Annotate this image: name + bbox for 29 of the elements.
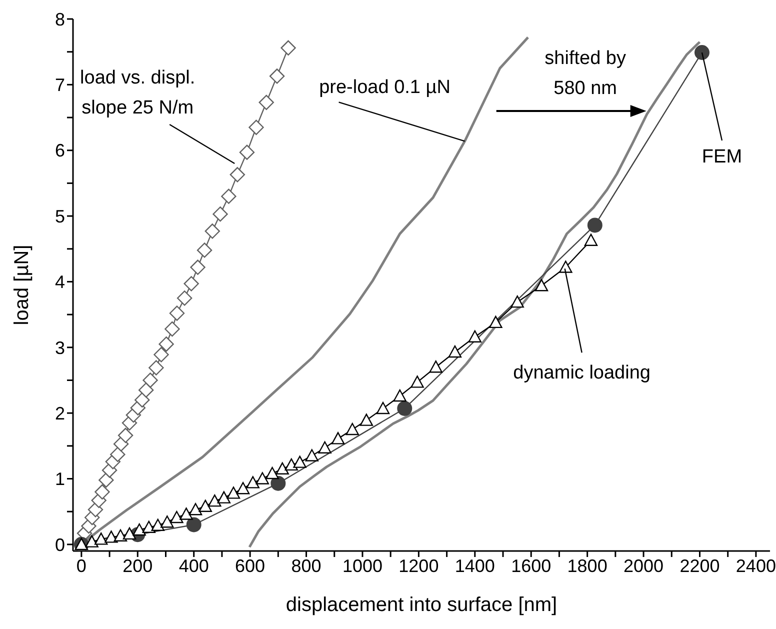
x-tick-label: 1000 (342, 556, 383, 576)
x-tick-label: 1200 (398, 556, 439, 576)
y-axis-title: load [µN] (11, 244, 34, 326)
x-tick-label: 2000 (624, 556, 664, 576)
y-tick-label: 6 (54, 140, 65, 161)
y-tick-label: 1 (54, 469, 65, 490)
annotation: FEM (702, 146, 742, 168)
x-tick-label: 1800 (567, 556, 608, 576)
y-tick-label: 0 (54, 534, 65, 555)
y-tick-label: 4 (54, 272, 65, 292)
x-tick-label: 1400 (454, 556, 495, 576)
y-tick-label: 3 (54, 338, 65, 358)
y-tick-label: 5 (54, 206, 65, 226)
x-tick-label: 800 (291, 556, 322, 576)
x-tick-label: 0 (76, 556, 86, 576)
annotation: shifted by 580 nm (544, 48, 626, 99)
x-tick-label: 2400 (736, 556, 776, 576)
y-tick-label: 2 (54, 403, 65, 424)
y-tick-label: 8 (54, 9, 65, 30)
x-tick-label: 200 (122, 556, 153, 576)
x-tick-label: 600 (235, 556, 266, 576)
y-tick-label: 7 (54, 75, 65, 96)
x-tick-label: 2200 (680, 556, 720, 576)
annotation: pre-load 0.1 µN (319, 77, 450, 98)
x-axis-title: displacement into surface [nm] (286, 594, 558, 616)
annotation: dynamic loading (513, 362, 650, 384)
x-tick-label: 1600 (511, 556, 552, 576)
annotation: load vs. displ. slope 25 N/m (80, 67, 196, 118)
x-tick-label: 400 (178, 556, 209, 576)
